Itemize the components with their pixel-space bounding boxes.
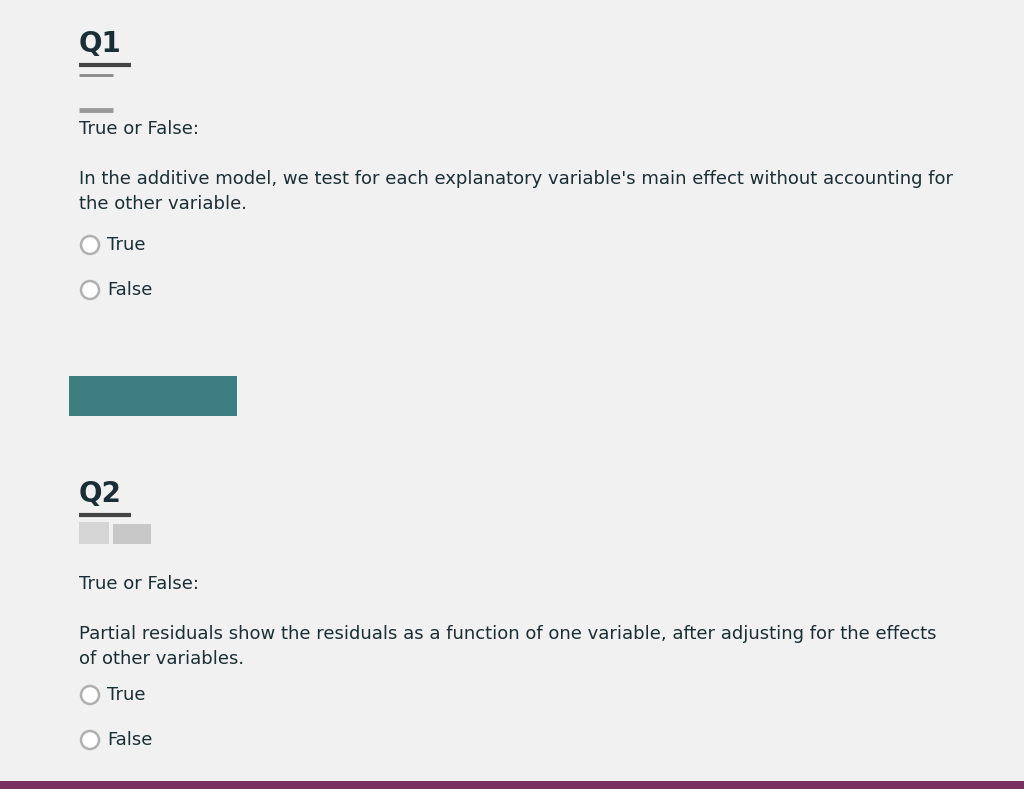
Text: the other variable.: the other variable. [79,195,247,213]
FancyBboxPatch shape [69,376,237,416]
Text: True: True [106,686,145,704]
Text: False: False [106,281,153,299]
Circle shape [81,236,99,254]
Text: True: True [106,236,145,254]
Text: of other variables.: of other variables. [79,650,244,668]
Circle shape [81,281,99,299]
Text: True or False:: True or False: [79,575,199,593]
Text: Partial residuals show the residuals as a function of one variable, after adjust: Partial residuals show the residuals as … [79,625,937,643]
Text: False: False [106,731,153,749]
Circle shape [81,731,99,749]
Circle shape [81,686,99,704]
FancyBboxPatch shape [0,781,1024,789]
Text: Q1: Q1 [79,30,122,58]
Text: True or False:: True or False: [79,120,199,138]
Text: Q2: Q2 [79,480,122,508]
FancyBboxPatch shape [79,522,109,544]
FancyBboxPatch shape [113,524,151,544]
Text: In the additive model, we test for each explanatory variable's main effect witho: In the additive model, we test for each … [79,170,953,188]
